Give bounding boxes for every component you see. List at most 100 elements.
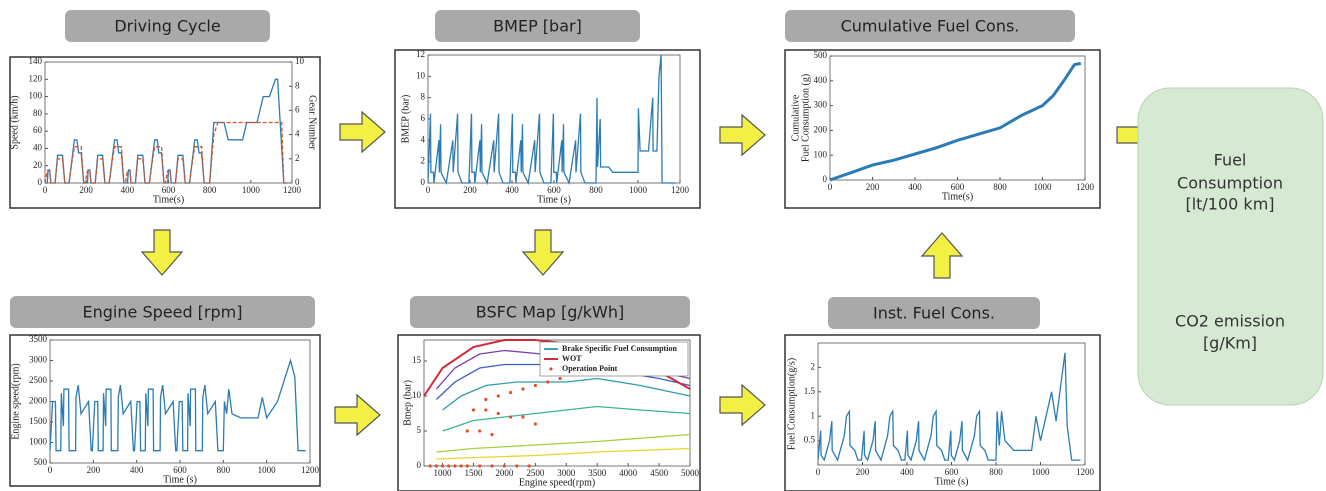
operation-point bbox=[533, 383, 537, 388]
y-tick-label: 2 bbox=[421, 156, 426, 166]
result-text: [lt/100 km] bbox=[1185, 195, 1274, 214]
result-text: Fuel bbox=[1214, 151, 1247, 170]
y2-tick-label: 2 bbox=[295, 153, 300, 163]
operation-point bbox=[490, 432, 494, 437]
x-tick-label: 400 bbox=[900, 467, 914, 477]
x-tick-label: 0 bbox=[48, 465, 53, 475]
result-text: [g/Km] bbox=[1203, 334, 1257, 353]
x-tick-label: 1000 bbox=[1032, 467, 1051, 477]
y-tick-label: 200 bbox=[814, 124, 828, 134]
x-tick-label: 800 bbox=[993, 182, 1007, 192]
y-axis-label: Speed (km/h) bbox=[9, 95, 20, 149]
x-tick-label: 400 bbox=[908, 182, 922, 192]
y-tick-label: 500 bbox=[34, 457, 48, 467]
y-tick-label: 12 bbox=[416, 49, 425, 59]
x-tick-label: 1200 bbox=[283, 185, 302, 195]
x-tick-label: 0 bbox=[43, 185, 48, 195]
x-axis-label: Time (s) bbox=[935, 476, 969, 487]
legend-symbol bbox=[549, 367, 553, 371]
x-tick-label: 800 bbox=[217, 465, 231, 475]
operation-point bbox=[533, 422, 537, 426]
x-tick-label: 5000 bbox=[681, 468, 700, 478]
x-tick-label: 0 bbox=[816, 467, 821, 477]
operation-point bbox=[509, 415, 513, 419]
y-tick-label: 3500 bbox=[29, 334, 48, 344]
legend-label: Brake Specific Fuel Consumption bbox=[562, 344, 677, 353]
x-axis-label: Time(s) bbox=[942, 191, 973, 202]
x-tick-label: 1000 bbox=[242, 185, 261, 195]
operation-point bbox=[496, 394, 500, 398]
y-axis-label: Engine speed(rpm) bbox=[10, 363, 21, 439]
x-tick-label: 600 bbox=[547, 185, 561, 195]
x-tick-label: 400 bbox=[505, 185, 519, 195]
chart-frame bbox=[784, 334, 1101, 491]
operation-point bbox=[434, 464, 438, 468]
y-tick-label: 20 bbox=[33, 160, 43, 170]
x-tick-label: 200 bbox=[856, 467, 870, 477]
y-tick-label: 100 bbox=[29, 91, 43, 101]
result-box bbox=[1137, 87, 1324, 406]
y-tick-label: 0.5 bbox=[804, 435, 816, 445]
panel-title: BSFC Map [g/kWh] bbox=[476, 303, 624, 322]
panel-title: Inst. Fuel Cons. bbox=[873, 304, 995, 323]
x-axis-label: Time(s) bbox=[153, 194, 184, 205]
y-axis-label: Bmep (bar) bbox=[402, 380, 413, 426]
x-tick-label: 1000 bbox=[258, 465, 277, 475]
plot-area bbox=[423, 339, 691, 467]
x-tick-label: 2500 bbox=[526, 468, 545, 478]
y-tick-label: 1500 bbox=[29, 416, 48, 426]
data-line bbox=[44, 121, 288, 184]
y2-tick-label: 10 bbox=[295, 56, 305, 66]
y-tick-label: 1.5 bbox=[804, 386, 816, 396]
y-tick-label: 60 bbox=[33, 125, 43, 135]
x-tick-label: 4000 bbox=[619, 468, 638, 478]
operation-point bbox=[484, 408, 488, 412]
operation-point bbox=[478, 464, 482, 468]
operation-point bbox=[471, 408, 476, 412]
operation-point bbox=[515, 464, 519, 468]
operation-point bbox=[453, 464, 457, 468]
x-tick-label: 4500 bbox=[650, 468, 669, 478]
y-tick-label: 2000 bbox=[29, 396, 48, 406]
data-line bbox=[829, 61, 1082, 182]
x-tick-label: 1000 bbox=[1034, 182, 1053, 192]
x-tick-label: 1500 bbox=[464, 468, 483, 478]
y-tick-label: 1000 bbox=[29, 437, 48, 447]
x-tick-label: 600 bbox=[173, 465, 187, 475]
x-tick-label: 800 bbox=[203, 185, 217, 195]
data-line bbox=[442, 405, 691, 432]
x-tick-label: 800 bbox=[989, 467, 1003, 477]
operation-point bbox=[484, 397, 488, 402]
data-line bbox=[435, 363, 691, 400]
arrow-right bbox=[339, 110, 386, 154]
x-tick-label: 200 bbox=[87, 465, 101, 475]
y-tick-label: 100 bbox=[814, 149, 828, 159]
arrow-down bbox=[140, 229, 184, 276]
y-tick-label: 120 bbox=[29, 73, 43, 83]
title-box bbox=[828, 297, 1040, 329]
y-tick-label: 0 bbox=[38, 177, 43, 187]
y-tick-label: 400 bbox=[814, 75, 828, 85]
operation-point bbox=[478, 429, 482, 433]
y-tick-label: 6 bbox=[421, 113, 426, 123]
operation-point bbox=[546, 380, 550, 384]
x-axis-label: Time (s) bbox=[163, 474, 197, 485]
data-line bbox=[436, 433, 691, 453]
x-tick-label: 1200 bbox=[1076, 182, 1095, 192]
operation-point bbox=[447, 464, 451, 468]
data-line bbox=[427, 54, 676, 186]
y2-tick-label: 8 bbox=[295, 80, 300, 90]
operation-point bbox=[502, 464, 507, 468]
chart-frame bbox=[784, 49, 1101, 209]
title-box bbox=[435, 10, 640, 42]
y-tick-label: 2 bbox=[811, 361, 816, 371]
x-tick-label: 600 bbox=[951, 182, 965, 192]
y-tick-label: 40 bbox=[33, 142, 43, 152]
result-text: CO2 emission bbox=[1175, 312, 1285, 331]
y-tick-label: 1 bbox=[811, 410, 816, 420]
y-axis-label: Fuel Consumption (g) bbox=[800, 74, 811, 162]
y-tick-label: 3000 bbox=[29, 355, 48, 365]
y-tick-label: 15 bbox=[412, 355, 422, 365]
y-tick-label: 10 bbox=[412, 390, 422, 400]
